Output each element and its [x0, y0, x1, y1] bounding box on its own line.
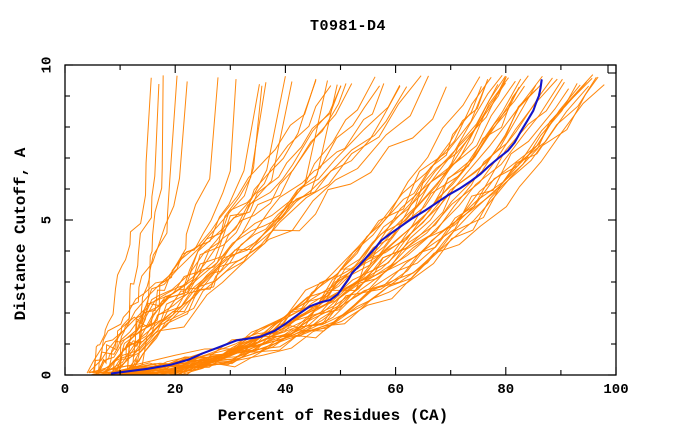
svg-text:0: 0: [61, 382, 69, 398]
svg-text:0: 0: [40, 371, 56, 379]
svg-text:40: 40: [277, 382, 294, 398]
svg-text:10: 10: [40, 57, 56, 74]
svg-text:80: 80: [497, 382, 514, 398]
svg-text:5: 5: [40, 216, 56, 224]
svg-text:100: 100: [603, 382, 628, 398]
svg-text:20: 20: [167, 382, 184, 398]
svg-text:60: 60: [387, 382, 404, 398]
